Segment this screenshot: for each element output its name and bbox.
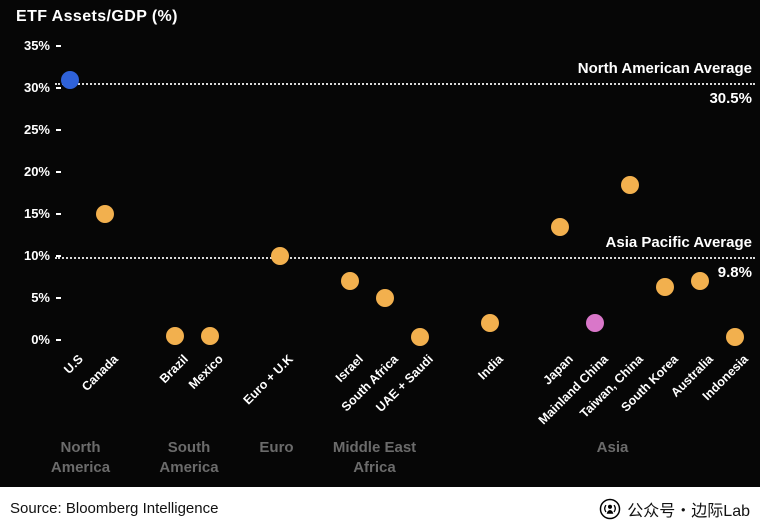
region-label: Asia [596,439,629,456]
y-axis-tick-mark [56,339,61,341]
y-axis-tick-label: 35% [23,38,50,53]
y-axis-tick-label: 10% [23,248,50,263]
region-label: Euro [259,439,294,456]
y-axis-tick-mark [56,87,61,89]
y-axis-tick-label: 0% [31,332,50,347]
y-axis-tick-label: 5% [31,290,50,305]
data-point [61,70,79,89]
wechat-account-tag: 公众号・边际Lab [599,497,750,521]
region-label: Middle East Africa [332,439,417,476]
reference-line-label: North American Average [577,59,752,77]
reference-line [55,82,755,85]
y-axis-tick-label: 30% [23,80,50,95]
reference-line [55,256,755,259]
source-attribution: Source: Bloomberg Intelligence [10,500,219,517]
wechat-official-account-icon [599,498,621,520]
y-axis-tick-mark [56,129,61,131]
source-bar: Source: Bloomberg Intelligence 公众号・边际Lab [0,487,760,530]
data-point [376,289,394,307]
data-point [726,328,744,347]
data-point [621,175,639,194]
data-point [96,205,114,223]
data-point [551,217,569,236]
data-point [586,314,604,333]
data-point [411,328,429,347]
chart-panel: ETF Assets/GDP (%) 0% 5% 10% 15% 20% 25% 30% 35… [0,0,760,487]
y-axis-tick-mark [56,45,61,47]
y-axis-tick-mark [56,213,61,215]
reference-line-value: 30.5% [709,89,752,107]
data-point [341,272,359,291]
data-point [166,326,184,345]
y-axis-tick-mark [56,297,61,299]
data-point [201,326,219,345]
wechat-account-label: 公众号・边际Lab [627,502,750,520]
data-point [691,272,709,291]
chart-title: ETF Assets/GDP (%) [16,8,178,25]
data-point [481,314,499,333]
y-axis-tick-label: 25% [23,122,50,137]
region-label: North America [50,439,111,476]
reference-line-label: Asia Pacific Average [605,233,752,251]
y-axis-tick-label: 20% [23,164,50,179]
data-point [656,278,674,297]
y-axis-tick-mark [56,255,61,257]
reference-line-value: 9.8% [717,263,752,281]
region-label: South America [159,439,219,476]
data-point [271,247,289,265]
y-axis-tick-label: 15% [23,206,50,221]
y-axis-tick-mark [56,171,61,173]
